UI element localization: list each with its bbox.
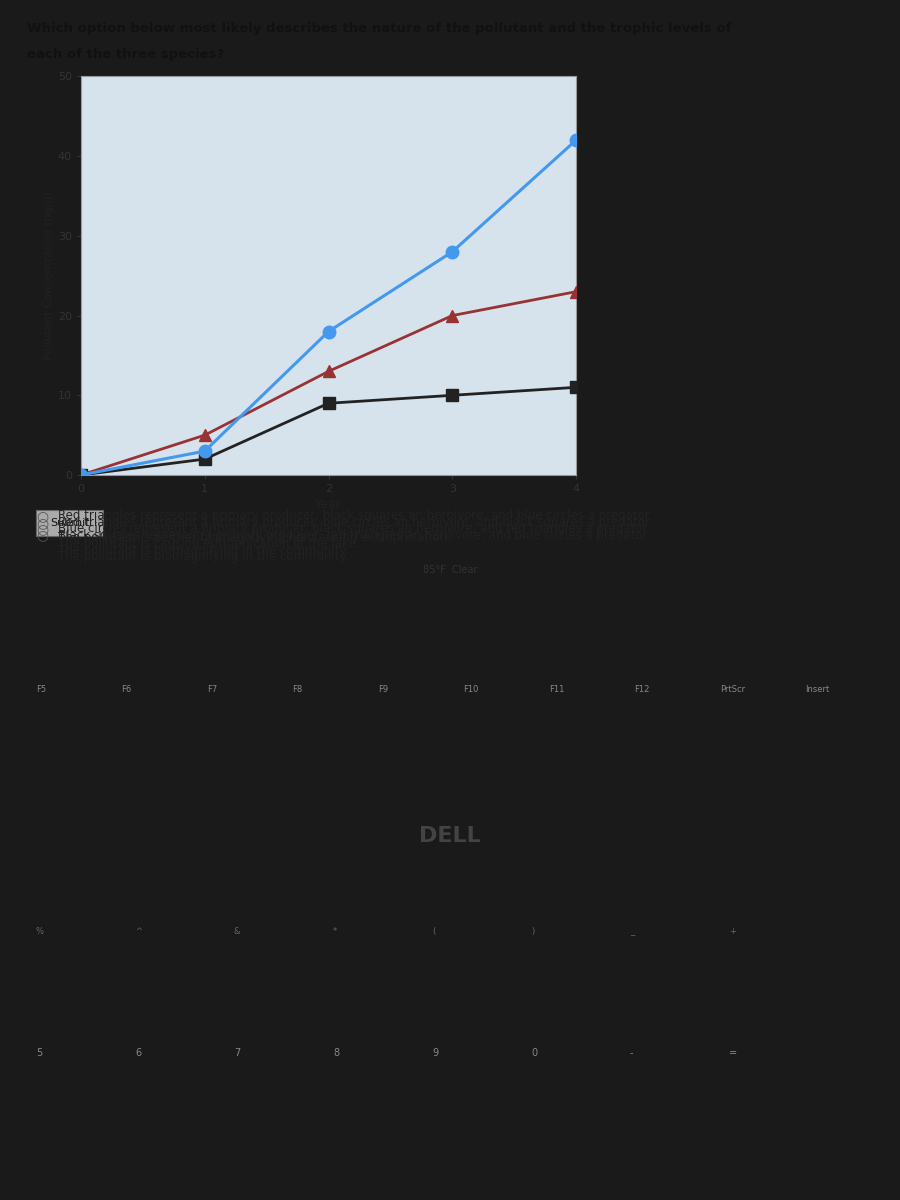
- Text: 85°F  Clear: 85°F Clear: [423, 565, 477, 575]
- Text: (: (: [432, 928, 436, 936]
- Text: &: &: [234, 928, 240, 936]
- Text: ○: ○: [36, 510, 48, 523]
- Text: The pollutant is biomagnifying in the community.: The pollutant is biomagnifying in the co…: [58, 544, 349, 557]
- Text: 7: 7: [234, 1049, 240, 1058]
- Text: 8: 8: [333, 1049, 339, 1058]
- Text: F8: F8: [292, 685, 302, 694]
- Text: ○: ○: [36, 522, 48, 536]
- Text: -: -: [630, 1049, 634, 1058]
- Text: =: =: [729, 1049, 737, 1058]
- Text: DELL: DELL: [419, 827, 481, 846]
- Text: F12: F12: [634, 685, 650, 694]
- Text: ○: ○: [36, 528, 48, 542]
- Text: *: *: [333, 928, 338, 936]
- Text: F7: F7: [207, 685, 217, 694]
- Text: each of the three species?: each of the three species?: [27, 48, 224, 61]
- Text: ): ): [531, 928, 535, 936]
- Text: 6: 6: [135, 1049, 141, 1058]
- Y-axis label: Pollutant Concentration (ng/g): Pollutant Concentration (ng/g): [44, 191, 54, 360]
- Text: 9: 9: [432, 1049, 438, 1058]
- Text: 0: 0: [531, 1049, 537, 1058]
- Text: Insert: Insert: [806, 685, 830, 694]
- Text: PrtScr: PrtScr: [720, 685, 745, 694]
- Text: The pollutant is neither biomagnifying nor causing eutrophication.: The pollutant is neither biomagnifying n…: [58, 532, 452, 544]
- Text: Submit: Submit: [50, 518, 90, 528]
- Text: The pollutant is biomagnifying in the community.: The pollutant is biomagnifying in the co…: [58, 550, 349, 563]
- Text: F6: F6: [122, 685, 131, 694]
- Text: ^: ^: [135, 928, 142, 936]
- Text: %: %: [36, 928, 44, 936]
- Text: ○: ○: [36, 516, 48, 530]
- Text: Blue circles represent a primary producer, black squares an herbivore, and red t: Blue circles represent a primary produce…: [58, 522, 651, 535]
- Text: F9: F9: [378, 685, 388, 694]
- Text: +: +: [729, 928, 736, 936]
- Text: _: _: [630, 928, 634, 936]
- Text: 5: 5: [36, 1049, 42, 1058]
- Text: F5: F5: [36, 685, 46, 694]
- Text: Red triangles represent a primary producer, black squares an herbivore, and blue: Red triangles represent a primary produc…: [58, 510, 652, 522]
- Text: Which option below most likely describes the nature of the pollutant and the tro: Which option below most likely describes…: [27, 22, 732, 35]
- Text: Black squares represent a primary producer, red triangles an herbivore, and blue: Black squares represent a primary produc…: [58, 528, 651, 541]
- Text: The pollutant is causing eutrophication of the lake.: The pollutant is causing eutrophication …: [58, 538, 360, 551]
- Text: Red triangles represent a primary producer, blue circles an herbivore, and black: Red triangles represent a primary produc…: [58, 516, 652, 529]
- Text: F11: F11: [549, 685, 564, 694]
- X-axis label: Year: Year: [315, 498, 342, 511]
- Text: F10: F10: [464, 685, 479, 694]
